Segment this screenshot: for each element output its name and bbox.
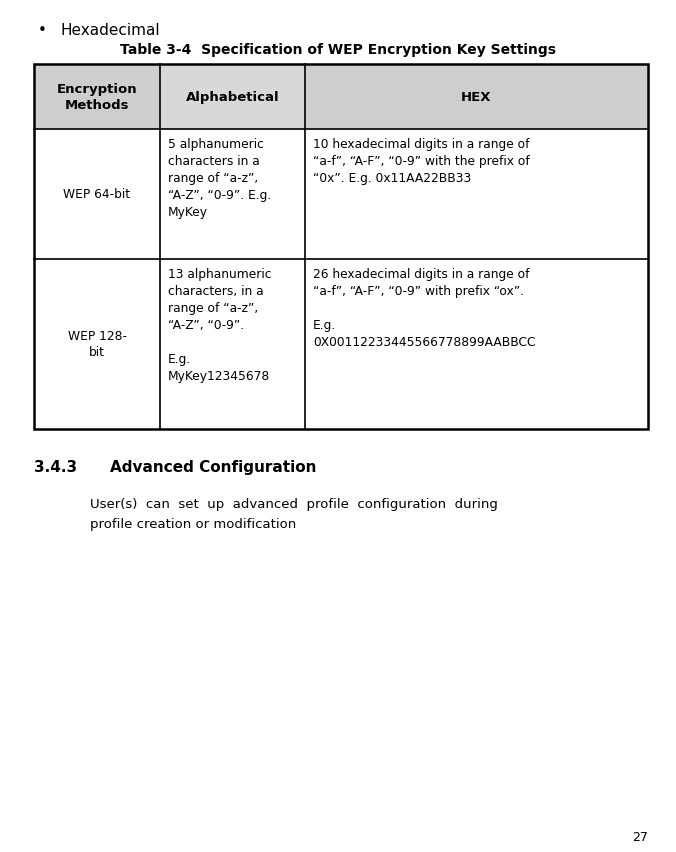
Text: 5 alphanumeric
characters in a
range of “a-z”,
“A-Z”, “0-9”. E.g.
MyKey: 5 alphanumeric characters in a range of … <box>168 138 271 219</box>
Text: 3.4.3: 3.4.3 <box>34 459 77 475</box>
Bar <box>34 65 648 130</box>
Text: Encryption
Methods: Encryption Methods <box>57 83 137 112</box>
Text: 26 hexadecimal digits in a range of
“a-f”, “A-F”, “0-9” with prefix “ox”.

E.g.
: 26 hexadecimal digits in a range of “a-f… <box>313 268 535 348</box>
Bar <box>160 65 305 130</box>
Bar <box>34 65 648 429</box>
Text: 27: 27 <box>632 830 648 843</box>
Text: •: • <box>38 23 47 38</box>
Text: 13 alphanumeric
characters, in a
range of “a-z”,
“A-Z”, “0-9”.

E.g.
MyKey123456: 13 alphanumeric characters, in a range o… <box>168 268 272 383</box>
Text: HEX: HEX <box>461 91 491 104</box>
Text: WEP 128-
bit: WEP 128- bit <box>68 330 126 359</box>
Text: Table 3-4  Specification of WEP Encryption Key Settings: Table 3-4 Specification of WEP Encryptio… <box>120 43 556 57</box>
Text: profile creation or modification: profile creation or modification <box>90 517 296 531</box>
Text: Advanced Configuration: Advanced Configuration <box>110 459 316 475</box>
Text: 10 hexadecimal digits in a range of
“a-f”, “A-F”, “0-9” with the prefix of
“0x”.: 10 hexadecimal digits in a range of “a-f… <box>313 138 530 185</box>
Text: Hexadecimal: Hexadecimal <box>60 23 160 38</box>
Text: Alphabetical: Alphabetical <box>186 91 279 104</box>
Text: WEP 64-bit: WEP 64-bit <box>64 188 130 201</box>
Text: User(s)  can  set  up  advanced  profile  configuration  during: User(s) can set up advanced profile conf… <box>90 498 498 510</box>
